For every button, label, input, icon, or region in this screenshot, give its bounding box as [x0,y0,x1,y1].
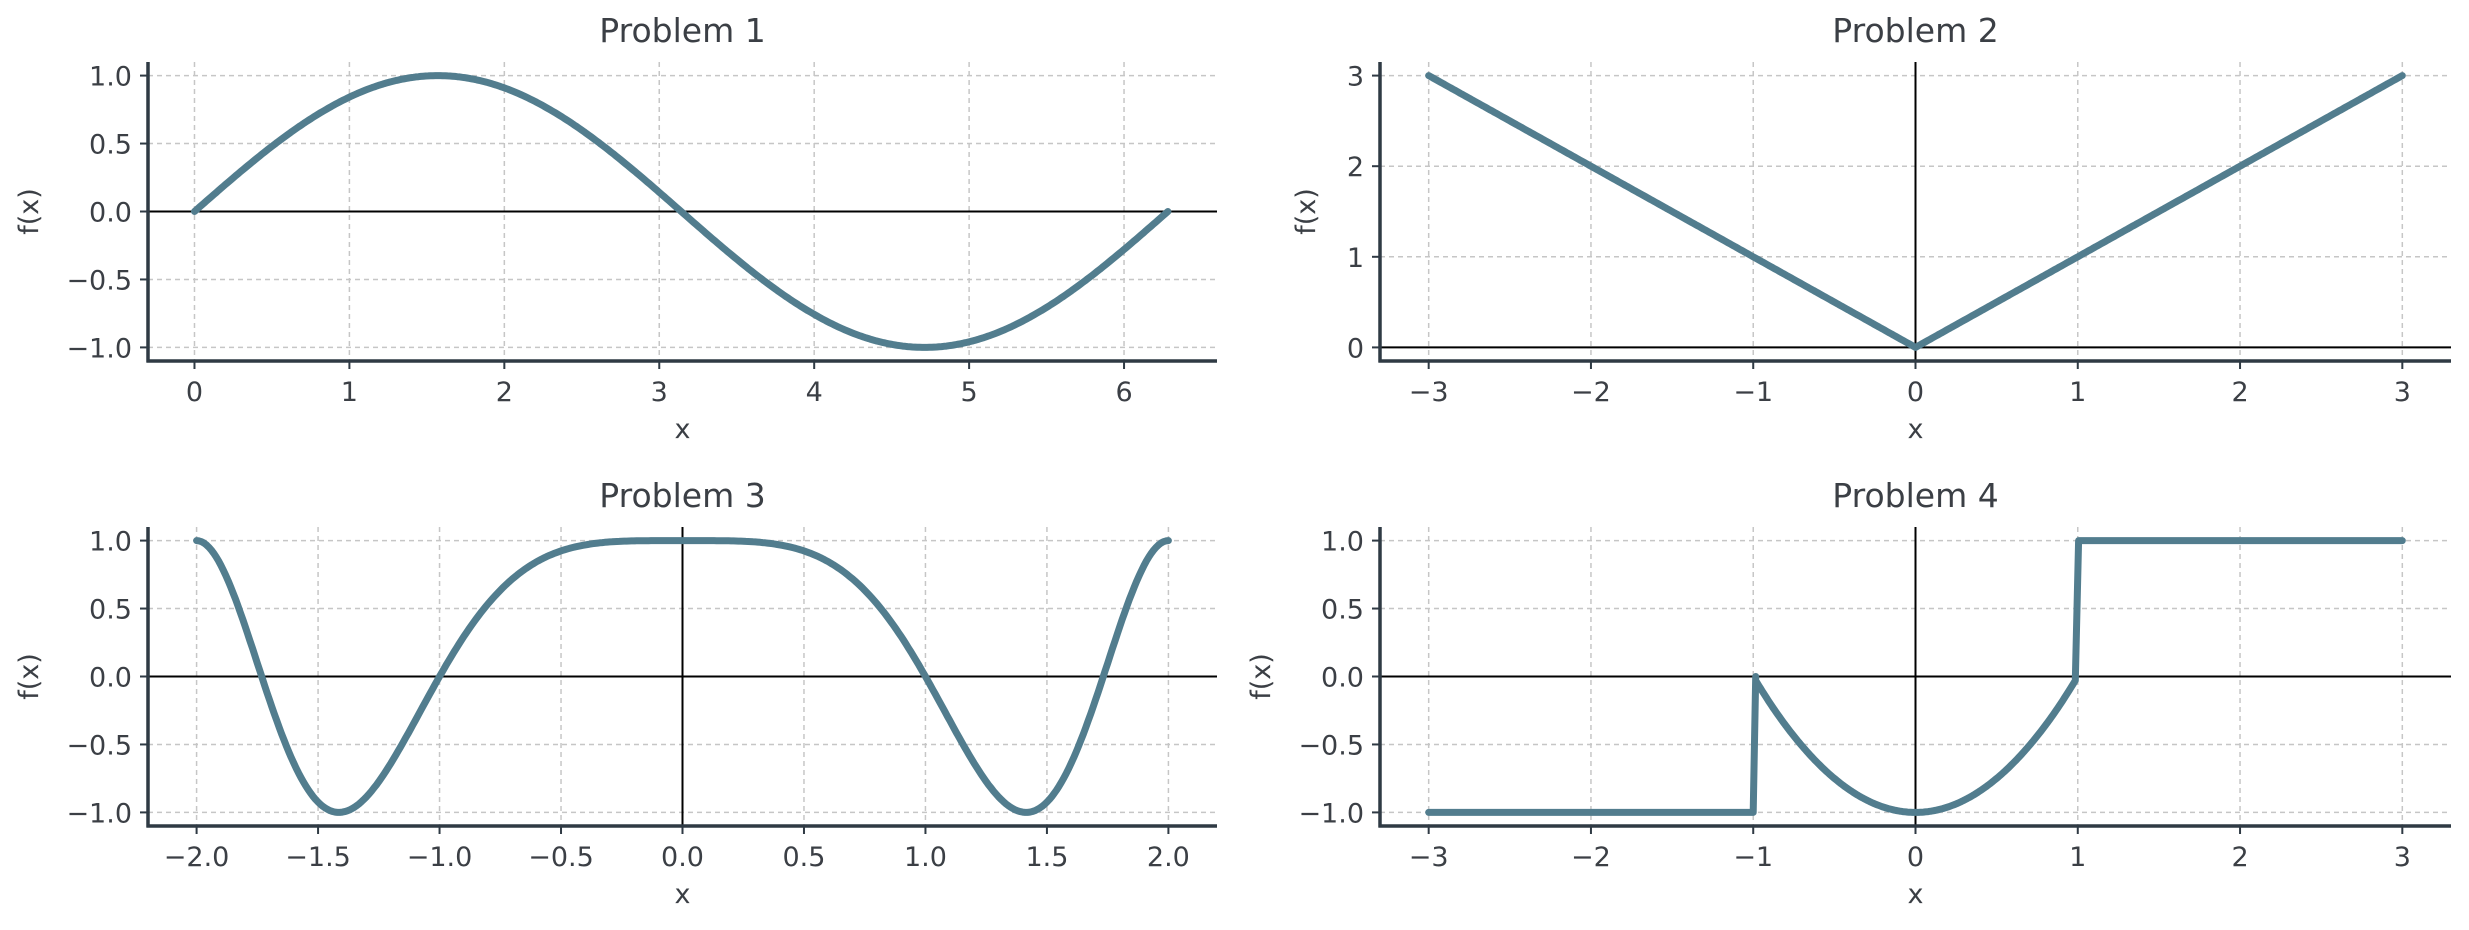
y-tick-label: −0.5 [66,265,132,296]
x-tick-label: −2 [1571,842,1611,873]
x-tick-label: −2 [1571,377,1611,408]
y-tick-label: 0.0 [89,198,132,229]
x-tick-label: 6 [1115,377,1132,408]
subplot-2: −3 −2 −1 0 1 2 3 3 2 1 0 Problem 2 x f(x) [1291,11,2451,445]
subplot-title: Problem 3 [599,476,765,515]
series-line [1425,72,2406,351]
x-tick-label: 0 [1907,842,1924,873]
x-tick-label: −1.5 [285,842,351,873]
x-tick-label: 1 [341,377,358,408]
y-tick-label: −0.5 [66,730,132,761]
x-tick-label: 1 [2069,377,2086,408]
x-tick-label: −3 [1409,377,1449,408]
x-tick-label: 5 [961,377,978,408]
x-tick-label: −1.0 [407,842,473,873]
y-tick-label: 3 [1347,62,1364,93]
y-tick-label: 0.5 [89,130,132,161]
x-tick-label: 3 [2394,377,2411,408]
y-axis-label: f(x) [1291,188,1322,235]
y-tick-label: 0.5 [89,595,132,626]
y-tick-label: −1.0 [1298,798,1364,829]
y-tick-label: 0.0 [1321,663,1364,694]
subplot-1: 0 1 2 3 4 5 6 1.0 0.5 0.0 −0.5 −1.0 Problem 1 x f(x) [14,11,1217,445]
y-tick-label: 1.0 [89,62,132,93]
x-axis-label: x [675,879,691,910]
y-tick-label: 2 [1347,152,1364,183]
series-line [193,537,1172,816]
x-tick-label: 0.0 [661,842,704,873]
x-tick-label: 2 [2231,842,2248,873]
x-tick-label: 2 [496,377,513,408]
x-tick-label: 1.0 [904,842,947,873]
y-tick-label: 1 [1347,243,1364,274]
x-tick-label: 2 [2231,377,2248,408]
x-tick-label: 3 [651,377,668,408]
y-axis-label: f(x) [1246,653,1277,700]
x-tick-label: 2.0 [1147,842,1190,873]
x-tick-label: −2.0 [164,842,230,873]
x-tick-label: 4 [806,377,823,408]
x-tick-label: 1 [2069,842,2086,873]
y-tick-label: 0.0 [89,663,132,694]
y-tick-label: −0.5 [1298,730,1364,761]
y-tick-label: 1.0 [1321,527,1364,558]
subplot-3: −2.0 −1.5 −1.0 −0.5 0.0 0.5 1.0 1.5 2.0 1.0 0.5 0.0… [14,476,1217,910]
y-axis-label: f(x) [14,653,45,700]
x-tick-label: 0 [186,377,203,408]
x-tick-label: −0.5 [528,842,594,873]
y-tick-label: 1.0 [89,527,132,558]
x-tick-label: 0.5 [783,842,826,873]
y-tick-label: 0 [1347,333,1364,364]
x-axis-label: x [1908,879,1924,910]
subplot-title: Problem 2 [1832,11,1998,50]
y-tick-label: 0.5 [1321,595,1364,626]
subplot-4: −3 −2 −1 0 1 2 3 1.0 0.5 0.0 −0.5 −1.0 Problem 4 x f(x… [1246,476,2451,910]
x-tick-label: 1.5 [1025,842,1068,873]
y-tick-label: −1.0 [66,333,132,364]
series-line [191,72,1172,351]
subplot-title: Problem 4 [1832,476,1998,515]
x-tick-label: −3 [1409,842,1449,873]
x-axis-label: x [675,414,691,445]
subplot-title: Problem 1 [599,11,765,50]
y-axis-label: f(x) [14,188,45,235]
x-tick-label: −1 [1733,377,1773,408]
y-tick-label: −1.0 [66,798,132,829]
series-line [1425,537,2406,816]
x-tick-label: 3 [2394,842,2411,873]
x-tick-label: −1 [1733,842,1773,873]
x-axis-label: x [1908,414,1924,445]
x-tick-label: 0 [1907,377,1924,408]
